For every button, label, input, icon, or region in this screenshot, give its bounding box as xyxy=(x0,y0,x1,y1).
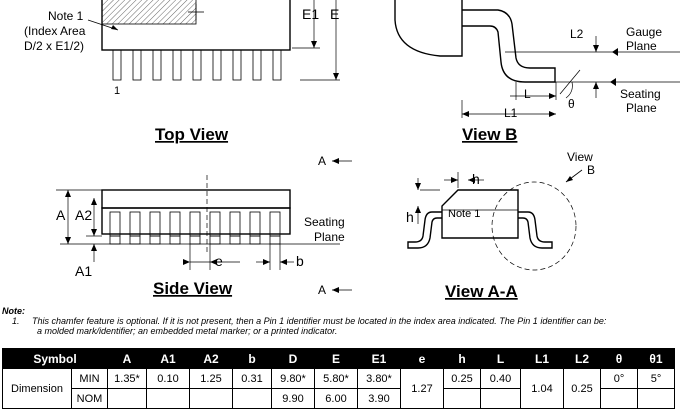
a-label: A xyxy=(56,207,66,223)
table-cell: 5.80* xyxy=(314,368,358,389)
top-view: Note 1 (Index Area D/2 x E1/2) 1 E1 E To… xyxy=(24,0,340,144)
l1-label: L1 xyxy=(504,106,518,120)
table-cell: 0° xyxy=(600,368,638,389)
table-cell xyxy=(146,388,190,409)
package-drawing: Note 1 (Index Area D/2 x E1/2) 1 E1 E To… xyxy=(24,0,680,301)
table-cell: 0.31 xyxy=(232,368,272,389)
note1-index-size: D/2 x E1/2) xyxy=(24,39,84,53)
side-view-leads xyxy=(109,211,281,245)
header-cell: θ1 xyxy=(637,348,675,369)
table-cell: 0.25 xyxy=(443,368,481,389)
note1-label: Note 1 xyxy=(48,9,84,23)
table-cell: 1.25 xyxy=(189,368,233,389)
row-label: NOM xyxy=(71,388,108,409)
table-body: Dimension MIN 1.35* 0.10 1.25 0.31 9.80* 5.80* 3… xyxy=(2,368,675,409)
a1-label: A1 xyxy=(75,263,92,279)
seating-plane-line2: Plane xyxy=(626,101,657,115)
note1-index-area: (Index Area xyxy=(24,24,86,38)
table-header-row: Symbol A A1 A2 b D E E1 e h L L1 L2 θ θ1 xyxy=(2,348,675,369)
aa-note1: Note 1 xyxy=(448,208,480,220)
index-area-hatch xyxy=(101,0,197,25)
header-cell: D xyxy=(271,348,315,369)
table-cell: 0.10 xyxy=(146,368,190,389)
header-cell: E xyxy=(314,348,358,369)
e1-label: E1 xyxy=(302,6,319,22)
e-label: E xyxy=(330,6,339,22)
table-cell: 1.04 xyxy=(520,368,564,409)
note-1-line2: a molded mark/identifier; an embedded me… xyxy=(37,326,338,336)
header-cell: L2 xyxy=(563,348,601,369)
table-cell: 6.00 xyxy=(314,388,358,409)
header-cell: L xyxy=(480,348,521,369)
note-1-line1: 1. This chamfer feature is optional. If … xyxy=(2,316,690,326)
header-cell: A1 xyxy=(146,348,190,369)
table-cell xyxy=(637,388,675,409)
h-side-label: h xyxy=(406,209,414,225)
side-seating-line2: Plane xyxy=(314,230,345,244)
table-cell: 1.27 xyxy=(400,368,444,409)
table-cell: 5° xyxy=(637,368,675,389)
side-seating-line1: Seating xyxy=(304,215,345,229)
notes-heading: Note: xyxy=(2,306,25,316)
side-view-body xyxy=(101,189,291,209)
view-b-ref-line1: View xyxy=(567,150,593,164)
header-cell: A xyxy=(107,348,147,369)
header-cell: b xyxy=(232,348,272,369)
side-view-title: Side View xyxy=(153,279,233,298)
section-a-top: A xyxy=(318,154,326,168)
gauge-plane-line1: Gauge xyxy=(626,25,662,39)
a2-label: A2 xyxy=(75,207,92,223)
table-cell: 9.90 xyxy=(271,388,315,409)
table-cell xyxy=(232,388,272,409)
header-cell: L1 xyxy=(520,348,564,369)
table-row: Dimension MIN 1.35* 0.10 1.25 0.31 9.80* 5.80* 3… xyxy=(2,368,675,409)
seating-plane-line1: Seating xyxy=(620,87,661,101)
note-number: 1. xyxy=(12,316,20,326)
header-cell: h xyxy=(443,348,481,369)
l2-label: L2 xyxy=(570,27,584,41)
l-label: L xyxy=(524,87,531,101)
row-label: MIN xyxy=(71,368,108,389)
table-cell: 0.25 xyxy=(563,368,601,409)
table-cell: 9.80* xyxy=(271,368,315,389)
b-label: b xyxy=(296,253,304,269)
table-cell xyxy=(189,388,233,409)
view-aa-title: View A-A xyxy=(445,282,518,301)
pin1-label: 1 xyxy=(114,85,120,97)
table-cell xyxy=(107,388,147,409)
h-top-label: h xyxy=(472,171,480,187)
view-b-ref-line2: B xyxy=(587,163,595,177)
header-cell: Symbol xyxy=(2,348,108,369)
dimension-table: Symbol A A1 A2 b D E E1 e h L L1 L2 θ θ1 Dimension MIN 1… xyxy=(2,348,675,409)
view-b: L2 Gauge Plane Seating Plane L L1 θ View… xyxy=(394,0,680,144)
dimension-label: Dimension xyxy=(2,368,72,409)
table-cell: 1.35* xyxy=(107,368,147,389)
section-a-bottom: A xyxy=(318,283,326,297)
gauge-plane-line2: Plane xyxy=(626,39,657,53)
view-a-a: h h Note 1 View B View A-A xyxy=(406,150,595,301)
theta-label: θ xyxy=(568,97,575,111)
header-cell: E1 xyxy=(357,348,401,369)
note-1-text: This chamfer feature is optional. If it … xyxy=(32,316,607,326)
top-view-leads xyxy=(112,49,282,81)
table-cell xyxy=(480,388,521,409)
side-view: Seating Plane A A2 A1 e b A A xyxy=(56,154,352,298)
table-cell: 3.80* xyxy=(357,368,401,389)
header-cell: A2 xyxy=(189,348,233,369)
header-cell: e xyxy=(400,348,444,369)
e-pitch-label: e xyxy=(215,253,223,269)
top-view-title: Top View xyxy=(155,125,229,144)
table-cell: 0.40 xyxy=(480,368,521,389)
header-cell: θ xyxy=(600,348,638,369)
view-b-title: View B xyxy=(462,125,517,144)
table-cell: 3.90 xyxy=(357,388,401,409)
table-cell xyxy=(443,388,481,409)
table-cell xyxy=(600,388,638,409)
notes-block: Note: 1. This chamfer feature is optiona… xyxy=(2,306,690,336)
